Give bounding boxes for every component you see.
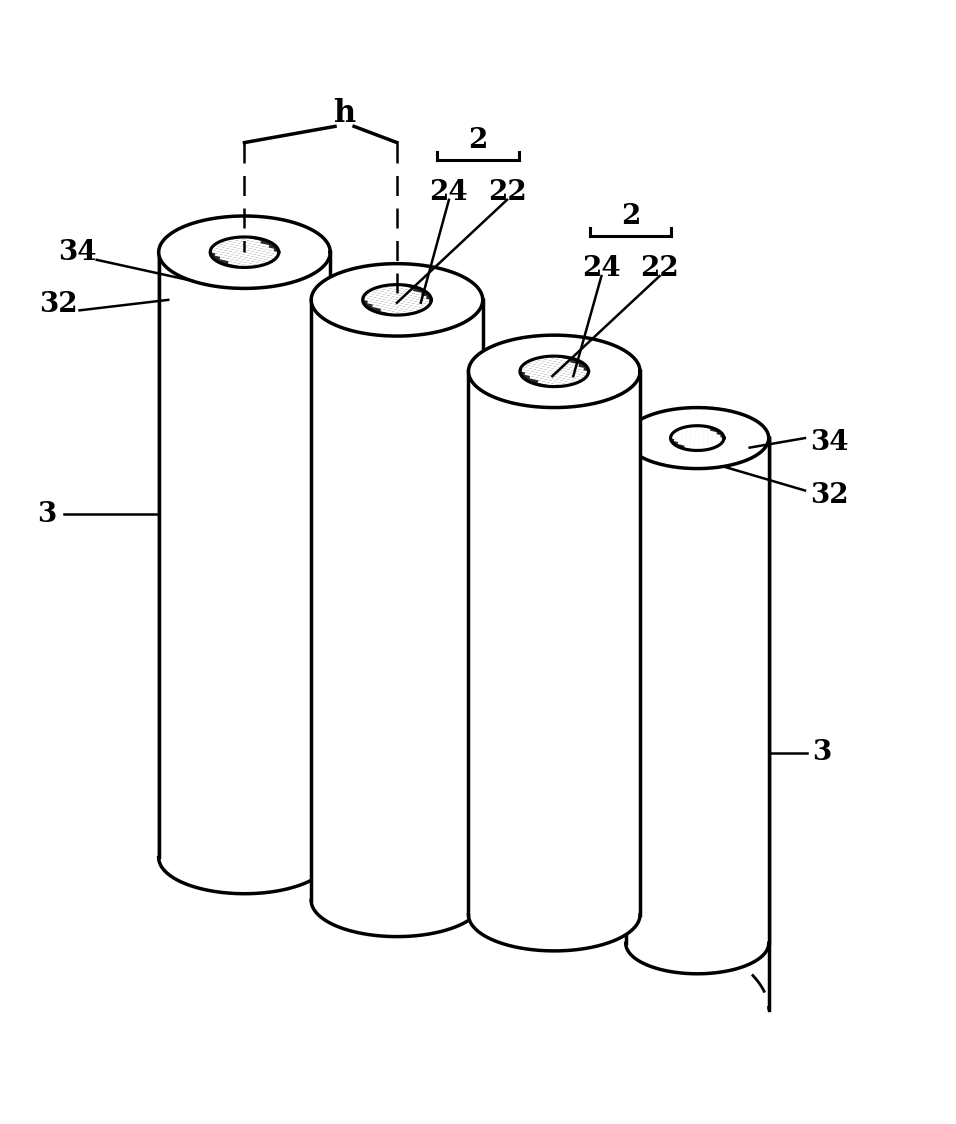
Polygon shape (626, 943, 769, 973)
Polygon shape (626, 438, 769, 943)
Polygon shape (210, 237, 279, 268)
Polygon shape (362, 284, 431, 315)
Polygon shape (626, 408, 769, 469)
Text: 34: 34 (810, 429, 848, 456)
Text: 22: 22 (641, 255, 679, 282)
Text: 2: 2 (620, 203, 641, 230)
Polygon shape (312, 264, 483, 336)
Text: 32: 32 (39, 291, 78, 318)
Text: 34: 34 (58, 238, 98, 265)
Polygon shape (468, 371, 641, 915)
Polygon shape (670, 426, 724, 451)
Polygon shape (468, 335, 641, 408)
Polygon shape (312, 300, 483, 900)
Text: h: h (334, 99, 356, 129)
Text: 22: 22 (488, 179, 527, 206)
Polygon shape (159, 216, 330, 289)
Text: 24: 24 (582, 255, 620, 282)
Text: 2: 2 (468, 127, 488, 154)
Polygon shape (159, 252, 330, 858)
Polygon shape (312, 900, 483, 936)
Text: 3: 3 (812, 740, 831, 767)
Polygon shape (520, 356, 589, 387)
Text: 3: 3 (37, 501, 56, 528)
Polygon shape (159, 858, 330, 894)
Text: 24: 24 (429, 179, 468, 206)
Text: 32: 32 (810, 482, 848, 509)
Polygon shape (468, 915, 641, 951)
